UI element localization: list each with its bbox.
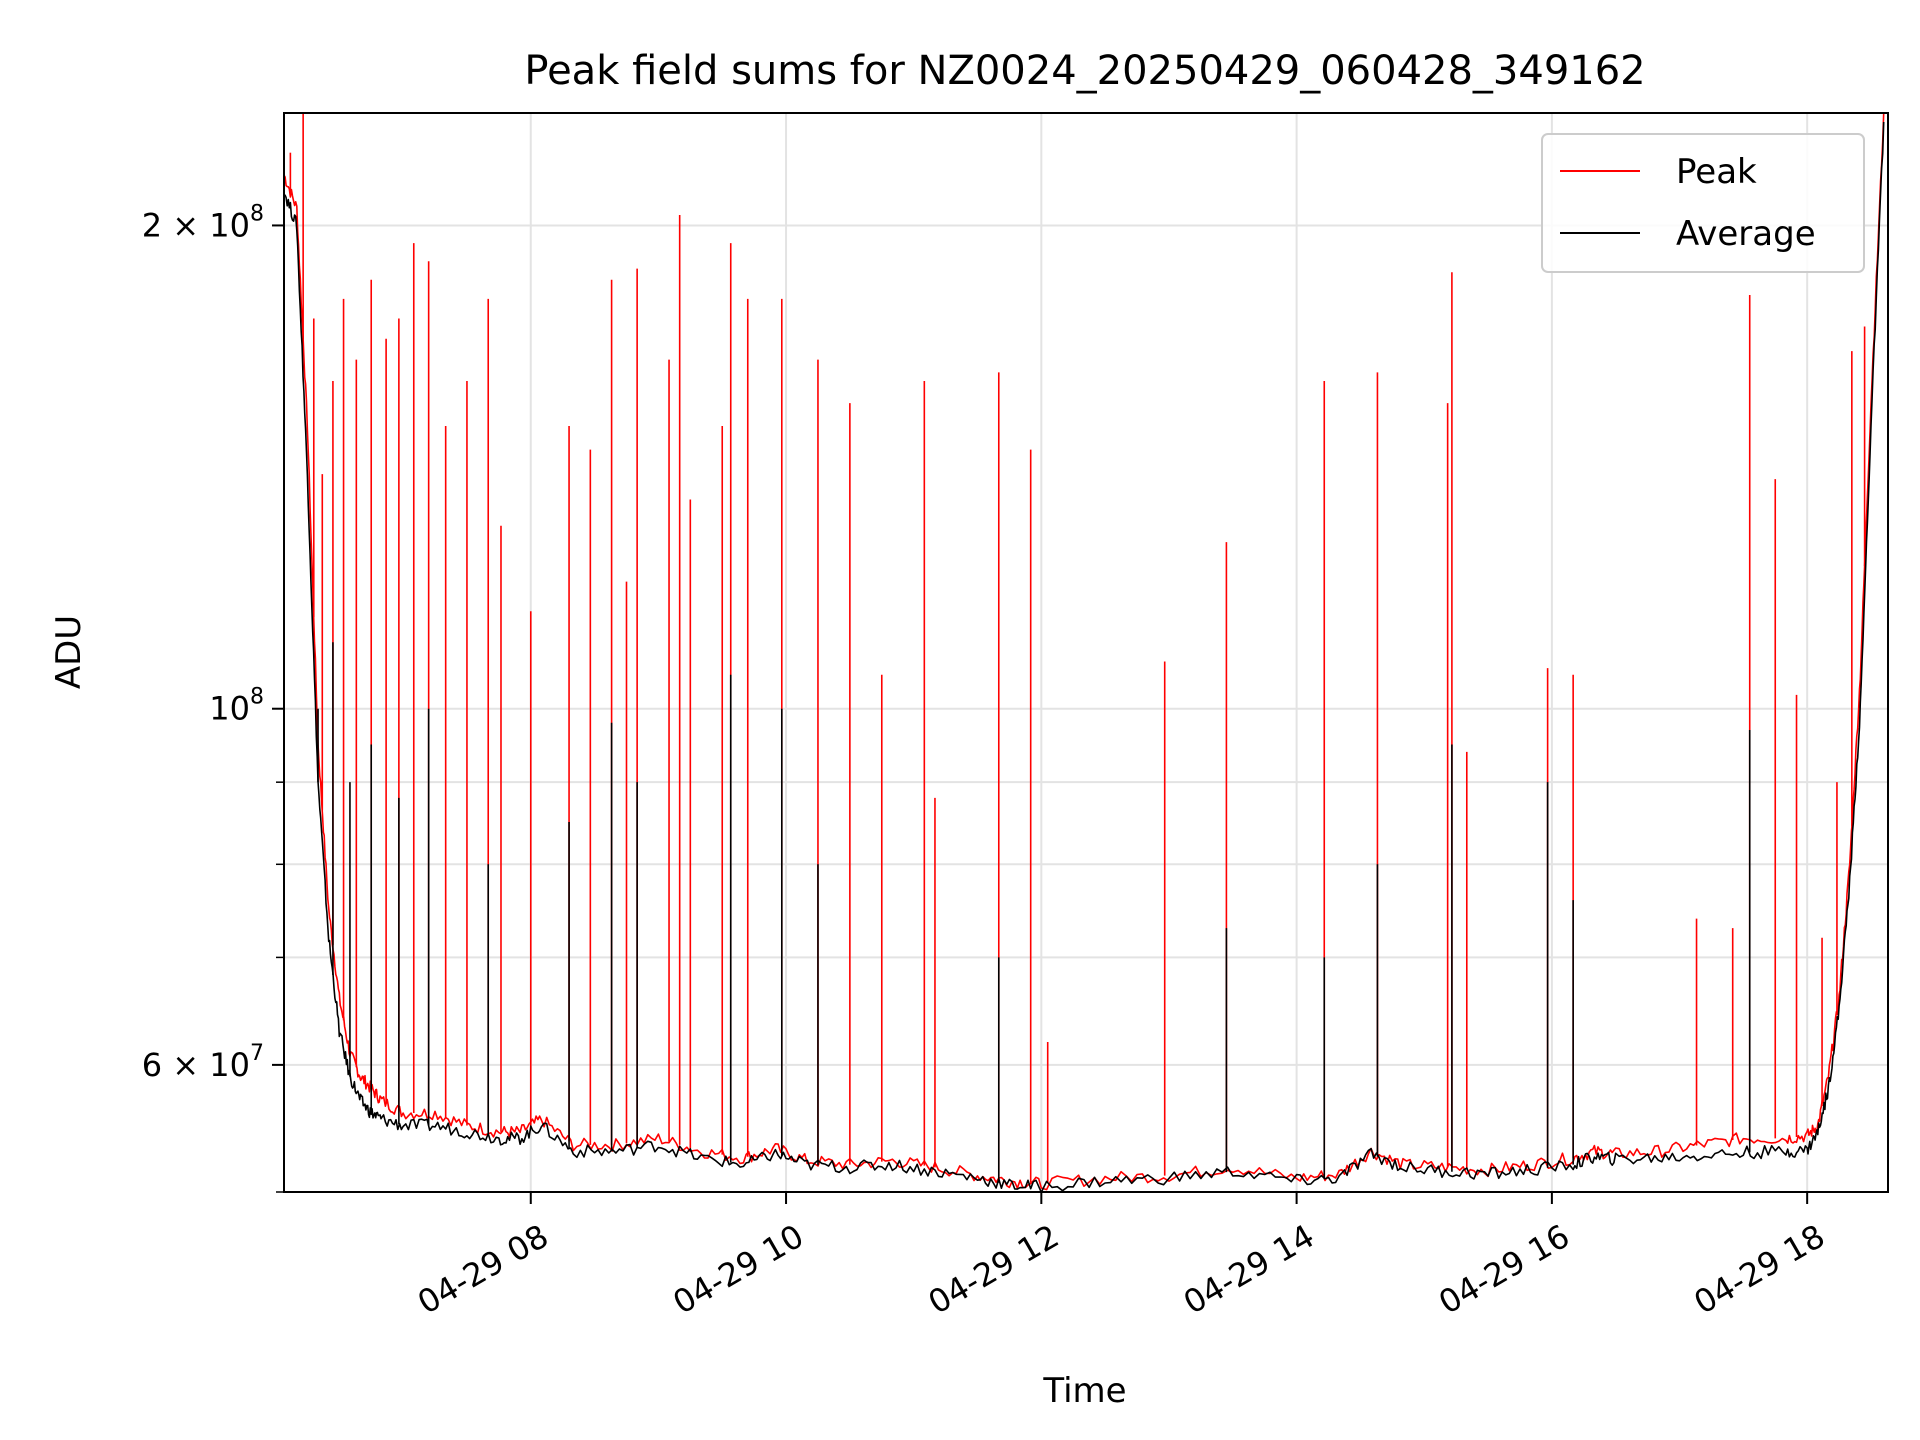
legend-box xyxy=(1541,133,1865,273)
legend-average-label: Average xyxy=(1676,214,1816,254)
plot-frame xyxy=(283,112,1889,1193)
chart-title: Peak field sums for NZ0024_20250429_0604… xyxy=(524,48,1645,94)
legend-peak-label: Peak xyxy=(1676,152,1757,192)
y-axis: 2 × 108 108 6 × 107 xyxy=(142,201,284,1193)
series-layer xyxy=(284,113,1885,1192)
y-axis-label: ADU xyxy=(49,615,89,689)
series-average-line xyxy=(284,121,1885,1192)
legend: Peak Average xyxy=(1541,133,1865,273)
y-tick-label: 108 xyxy=(209,685,264,728)
y-tick-label: 2 × 108 xyxy=(142,201,264,244)
x-axis-label: Time xyxy=(1042,1371,1126,1411)
y-tick-label: 6 × 107 xyxy=(142,1041,264,1084)
